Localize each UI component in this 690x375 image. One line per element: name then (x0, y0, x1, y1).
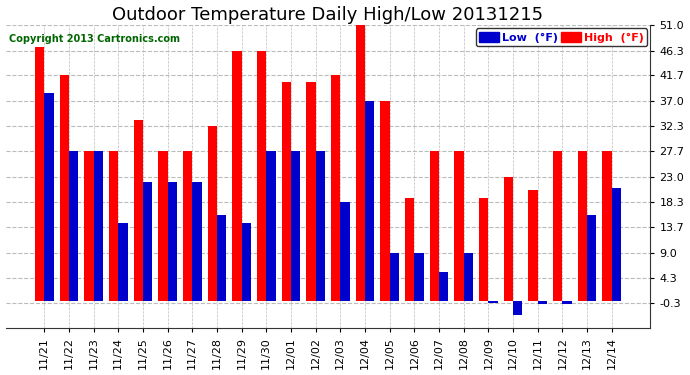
Bar (233, 51, 241, 302)
Bar (44, 93, 54, 302)
Bar (208, 126, 217, 302)
Bar (405, 198, 414, 302)
Bar (69, 151, 78, 302)
Bar (513, 302, 522, 315)
Bar (306, 82, 315, 302)
Bar (430, 151, 439, 302)
Bar (365, 101, 375, 302)
Bar (143, 182, 152, 302)
Bar (158, 151, 168, 302)
Bar (562, 302, 572, 304)
Bar (241, 223, 251, 302)
Bar (282, 82, 291, 302)
Bar (193, 182, 201, 302)
Text: Copyright 2013 Cartronics.com: Copyright 2013 Cartronics.com (9, 34, 180, 44)
Legend: Low  (°F), High  (°F): Low (°F), High (°F) (475, 28, 647, 46)
Bar (538, 302, 547, 304)
Title: Outdoor Temperature Daily High/Low 20131215: Outdoor Temperature Daily High/Low 20131… (112, 6, 544, 24)
Bar (479, 198, 489, 302)
Bar (134, 120, 143, 302)
Bar (504, 177, 513, 302)
Bar (355, 25, 365, 302)
Bar (94, 151, 103, 302)
Bar (331, 75, 340, 302)
Bar (612, 188, 621, 302)
Bar (84, 151, 94, 302)
Bar (529, 190, 538, 302)
Bar (168, 182, 177, 302)
Bar (390, 253, 399, 302)
Bar (340, 202, 350, 302)
Bar (489, 302, 497, 303)
Bar (59, 75, 69, 302)
Bar (109, 151, 118, 302)
Bar (578, 151, 587, 302)
Bar (602, 151, 612, 302)
Bar (266, 151, 276, 302)
Bar (183, 151, 193, 302)
Bar (587, 214, 596, 302)
Bar (553, 151, 562, 302)
Bar (414, 253, 424, 302)
Bar (217, 214, 226, 302)
Bar (439, 272, 449, 302)
Bar (315, 151, 325, 302)
Bar (257, 51, 266, 302)
Bar (291, 151, 300, 302)
Bar (380, 101, 390, 302)
Bar (454, 151, 464, 302)
Bar (35, 47, 44, 302)
Bar (118, 223, 128, 302)
Bar (464, 253, 473, 302)
